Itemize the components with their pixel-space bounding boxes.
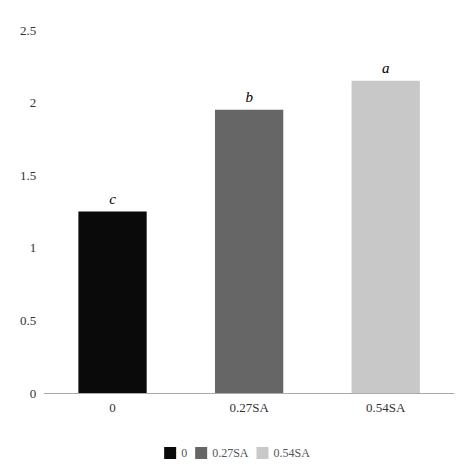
svg-text:1.5: 1.5 [20,168,36,183]
svg-text:b: b [245,89,253,105]
svg-text:0.54SA: 0.54SA [274,446,311,460]
svg-text:0: 0 [30,386,37,401]
svg-text:0.27SA: 0.27SA [212,446,249,460]
svg-text:c: c [109,191,116,207]
svg-text:0.27SA: 0.27SA [229,400,269,415]
svg-text:2: 2 [30,95,37,110]
svg-text:1: 1 [30,240,37,255]
svg-text:0.54SA: 0.54SA [366,400,406,415]
svg-text:a: a [382,60,390,76]
svg-text:0: 0 [109,400,116,415]
svg-text:0.5: 0.5 [20,313,36,328]
svg-text:2.5: 2.5 [20,23,36,38]
svg-text:0: 0 [181,446,187,460]
